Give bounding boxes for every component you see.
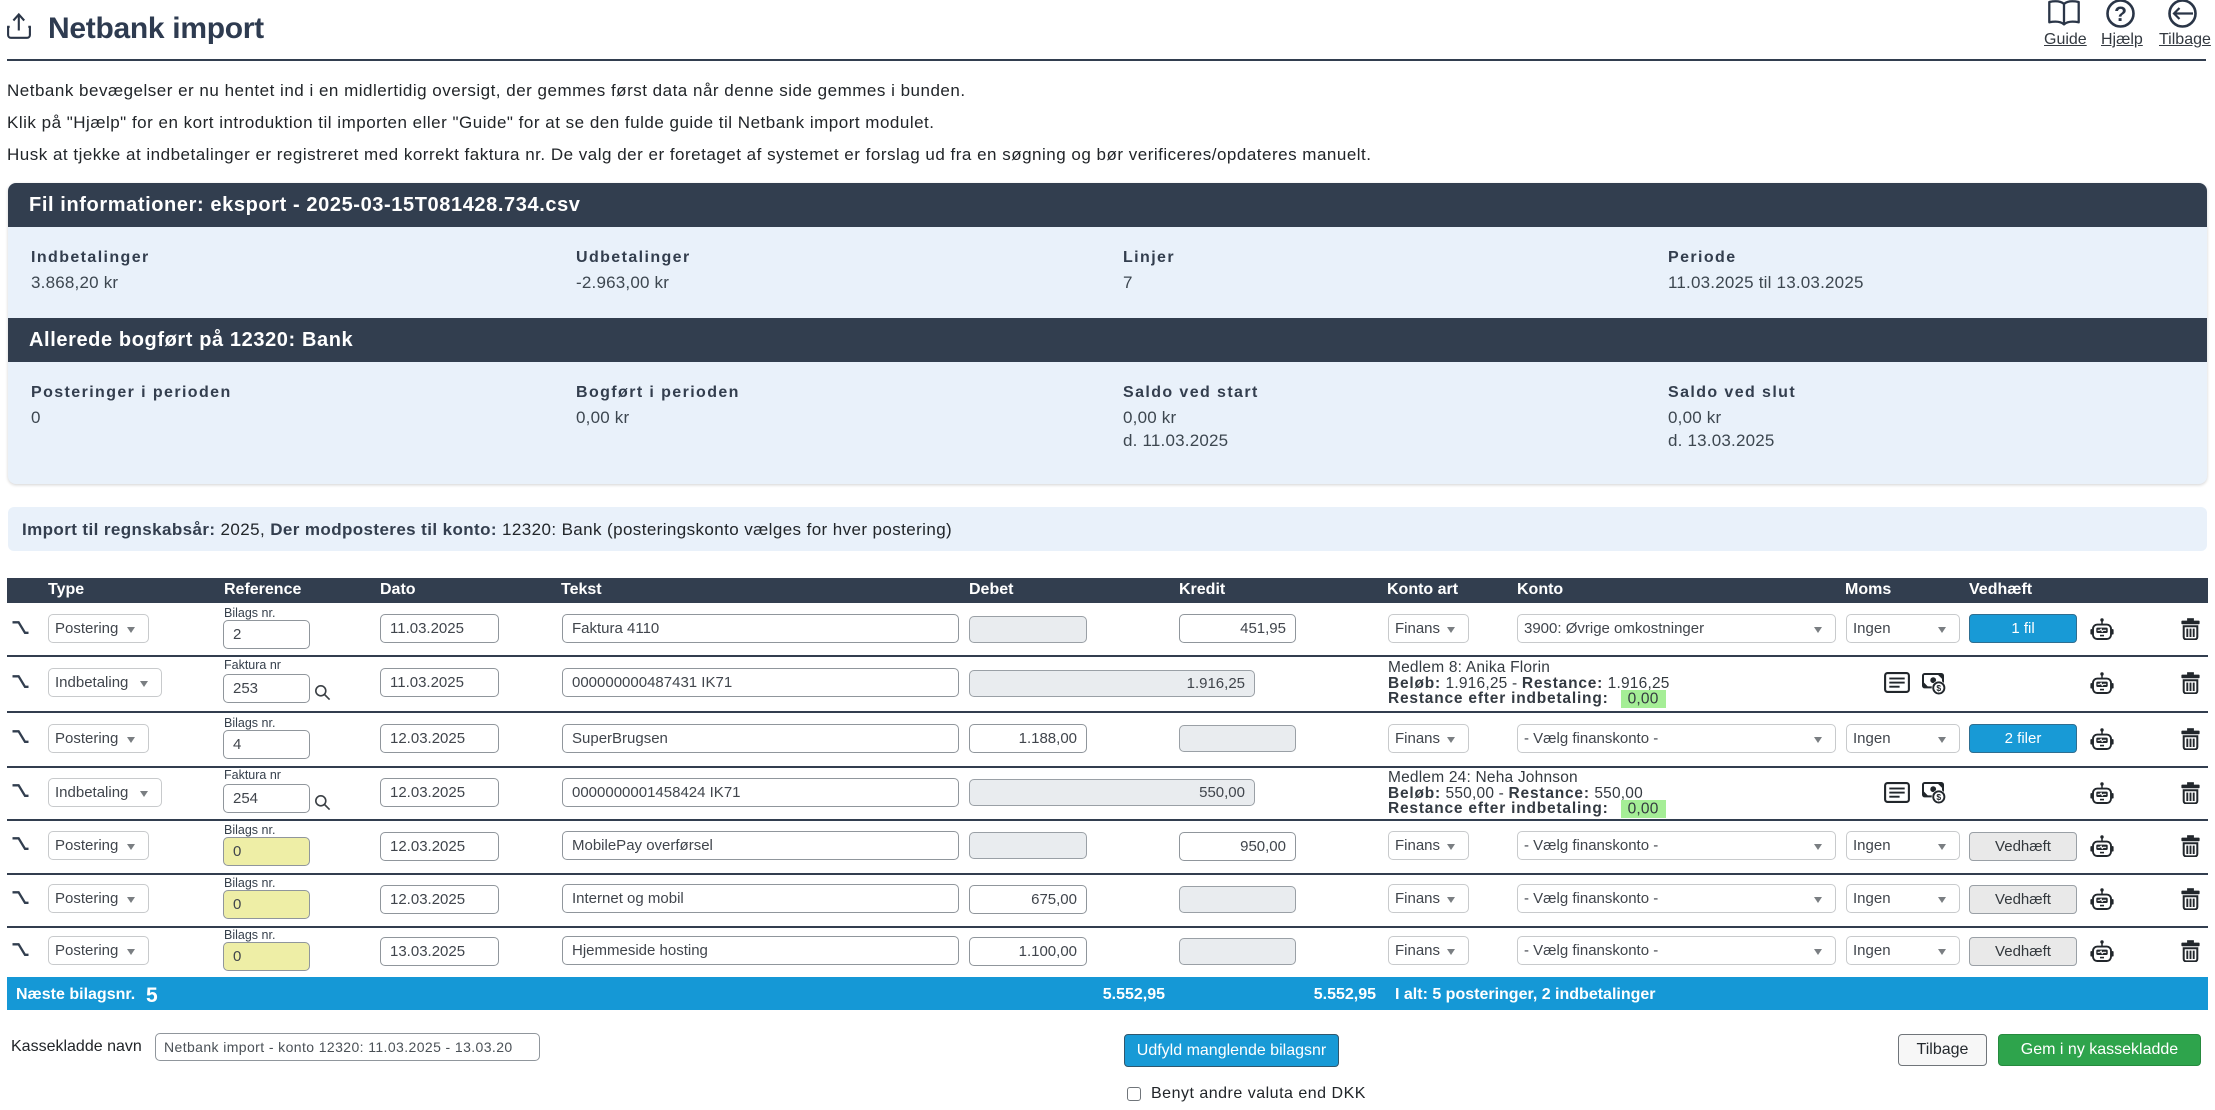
svg-text:$: $: [1936, 683, 1941, 693]
svg-text:?: ?: [2114, 3, 2127, 26]
svg-text:$: $: [1936, 792, 1941, 802]
